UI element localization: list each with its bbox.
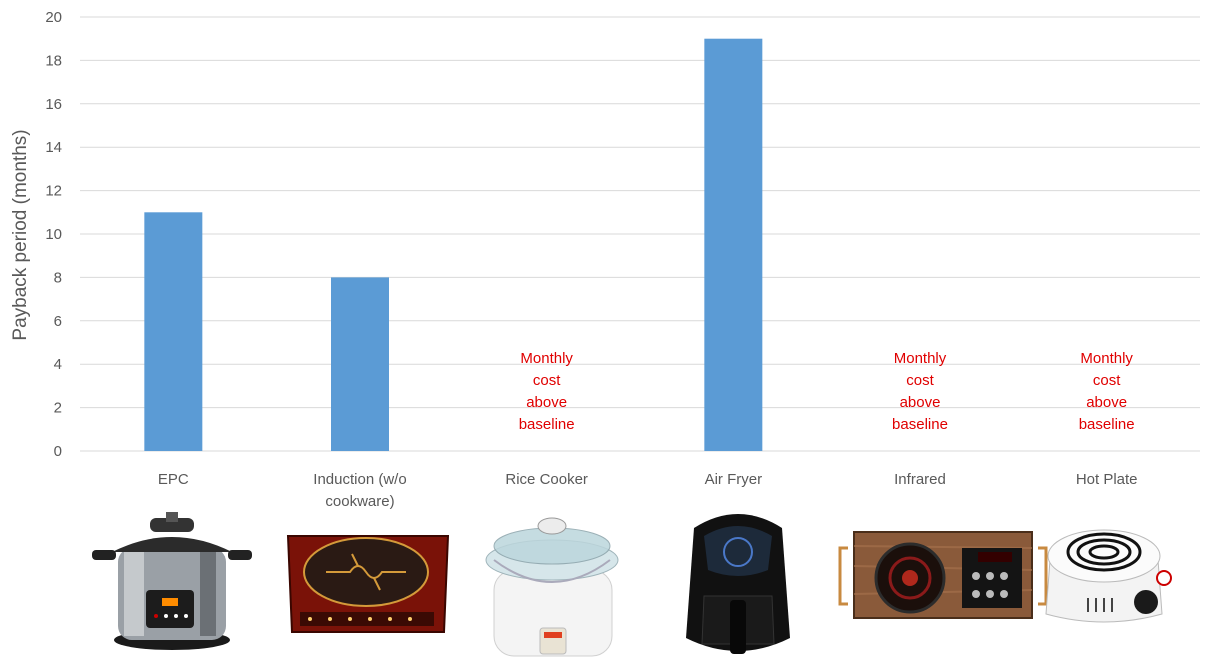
x-tick-label: Rice Cooker — [505, 471, 588, 488]
annotation-text: above — [900, 394, 941, 411]
electric-pressure-cooker-icon — [92, 512, 252, 650]
x-tick-label: Air Fryer — [705, 471, 763, 488]
x-axis-labels: EPC Induction (w/o cookware) Rice Cooker Air… — [158, 471, 1138, 510]
induction-cooktop-icon — [286, 535, 450, 633]
bars — [144, 38, 763, 451]
air-fryer-icon — [686, 514, 790, 654]
y-axis-label: Payback period (months) — [10, 129, 31, 340]
annotation-text: Monthly — [520, 350, 573, 367]
annotation-text: Monthly — [894, 350, 947, 367]
bar-0 — [144, 212, 203, 451]
rice-cooker-icon — [485, 517, 619, 657]
y-tick-label: 12 — [45, 183, 62, 200]
x-tick-label: Infrared — [894, 471, 946, 488]
x-tick-label: cookware) — [325, 493, 394, 510]
annotation-text: cost — [533, 372, 561, 389]
bar-3 — [704, 38, 763, 451]
annotation-text: baseline — [519, 416, 575, 433]
x-tick-label: Induction (w/o — [313, 471, 406, 488]
gridlines — [80, 16, 1200, 452]
y-tick-label: 10 — [45, 226, 62, 243]
annotation-text: cost — [906, 372, 934, 389]
y-tick-label: 14 — [45, 139, 62, 156]
annotation-text: baseline — [1079, 416, 1135, 433]
bar-1 — [331, 277, 389, 451]
y-tick-label: 2 — [54, 400, 62, 417]
y-axis-ticks: 0 2 4 6 8 10 12 14 16 18 20 — [45, 9, 62, 460]
hot-plate-icon — [1045, 529, 1172, 623]
x-tick-label: EPC — [158, 471, 189, 488]
annotation-text: cost — [1093, 372, 1121, 389]
y-tick-label: 4 — [54, 356, 62, 373]
y-tick-label: 0 — [54, 443, 62, 460]
y-tick-label: 8 — [54, 269, 62, 286]
infrared-cooktop-icon — [838, 531, 1048, 619]
y-tick-label: 20 — [45, 9, 62, 26]
y-tick-label: 18 — [45, 52, 62, 69]
annotation-text: Monthly — [1080, 350, 1133, 367]
annotation-text: above — [1086, 394, 1127, 411]
y-tick-label: 16 — [45, 96, 62, 113]
x-tick-label: Hot Plate — [1076, 471, 1138, 488]
annotation-text: baseline — [892, 416, 948, 433]
annotations: Monthly cost above baseline Monthly cost above… — [519, 350, 1135, 433]
y-tick-label: 6 — [54, 313, 62, 330]
annotation-text: above — [526, 394, 567, 411]
